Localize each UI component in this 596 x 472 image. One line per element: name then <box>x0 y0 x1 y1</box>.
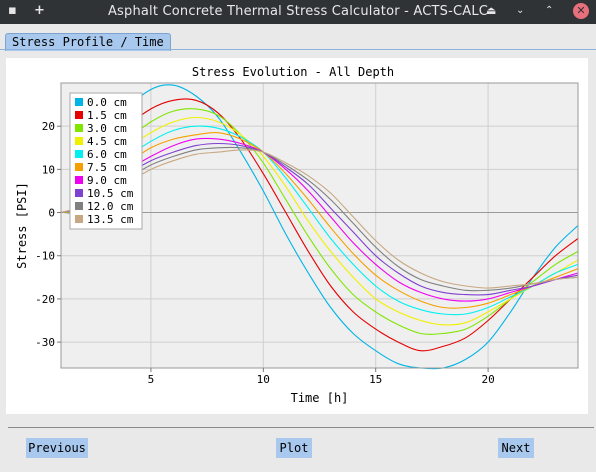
y-tick-label: -10 <box>35 250 55 263</box>
legend-label: 0.0 cm <box>87 96 127 109</box>
title-bar: ▪ + Asphalt Concrete Thermal Stress Calc… <box>0 0 596 24</box>
tab-underline <box>0 49 596 50</box>
legend-label: 10.5 cm <box>87 187 134 200</box>
series-line <box>60 146 579 292</box>
close-icon[interactable]: ✕ <box>573 3 589 19</box>
legend-label: 7.5 cm <box>87 161 127 174</box>
plot-area <box>61 83 578 368</box>
series-line <box>60 116 579 326</box>
legend-label: 3.0 cm <box>87 122 127 135</box>
y-tick-label: -30 <box>35 336 55 349</box>
previous-button[interactable]: Previous <box>26 438 88 458</box>
x-tick-label: 5 <box>148 373 155 386</box>
series-line <box>60 125 579 316</box>
chart-panel: Stress Evolution - All Depth 5 10 15 20 -30 -… <box>6 58 588 414</box>
axis-ticks: 5 10 15 20 -30 -20 -10 0 10 20 <box>35 120 495 386</box>
plot-border <box>60 82 579 369</box>
legend-swatch <box>75 150 83 158</box>
keep-above-icon[interactable]: ⏏ <box>486 4 497 17</box>
tab-bar: Stress Profile / Time <box>0 24 596 51</box>
new-window-icon[interactable]: + <box>34 3 45 18</box>
y-tick-label: 0 <box>48 207 55 220</box>
minimize-icon[interactable]: ⌄ <box>516 5 525 16</box>
bottom-separator <box>8 427 594 428</box>
series-line <box>60 142 579 296</box>
legend-swatch <box>75 202 83 210</box>
legend-label: 4.5 cm <box>87 135 127 148</box>
window-title: Asphalt Concrete Thermal Stress Calculat… <box>107 4 489 19</box>
legend-swatch <box>75 176 83 184</box>
window-menu-icon[interactable]: ▪ <box>8 3 17 18</box>
series-line <box>60 98 579 352</box>
next-button[interactable]: Next <box>498 438 534 458</box>
series-line <box>60 108 579 335</box>
y-tick-label: -20 <box>35 293 55 306</box>
legend-swatch <box>75 98 83 106</box>
legend-label: 12.0 cm <box>87 200 134 213</box>
x-tick-label: 20 <box>481 373 494 386</box>
legend-label: 1.5 cm <box>87 109 127 122</box>
y-axis-label: Stress [PSI] <box>15 182 29 269</box>
legend-label: 13.5 cm <box>87 213 134 226</box>
legend-swatch <box>75 111 83 119</box>
legend-label: 6.0 cm <box>87 148 127 161</box>
legend-swatch <box>75 124 83 132</box>
series-lines <box>60 84 579 370</box>
series-line <box>60 137 579 302</box>
tab-stress-profile-time[interactable]: Stress Profile / Time <box>5 33 171 51</box>
plot-button[interactable]: Plot <box>276 438 312 458</box>
series-line <box>60 84 579 370</box>
series-line <box>60 131 579 309</box>
legend-swatch <box>75 215 83 223</box>
stress-evolution-chart: Stress Evolution - All Depth 5 10 15 20 -30 -… <box>15 65 579 405</box>
gridlines <box>61 83 578 368</box>
legend: 0.0 cm1.5 cm3.0 cm4.5 cm6.0 cm7.5 cm9.0 … <box>69 92 143 230</box>
x-tick-label: 10 <box>257 373 270 386</box>
legend-label: 9.0 cm <box>87 174 127 187</box>
maximize-icon[interactable]: ⌃ <box>545 5 554 16</box>
chart-title: Stress Evolution - All Depth <box>192 65 394 79</box>
legend-swatch <box>75 137 83 145</box>
legend-swatch <box>75 163 83 171</box>
x-tick-label: 15 <box>369 373 382 386</box>
y-tick-label: 10 <box>42 163 55 176</box>
y-tick-label: 20 <box>42 120 55 133</box>
legend-swatch <box>75 189 83 197</box>
x-axis-label: Time [h] <box>291 391 349 405</box>
series-line <box>60 149 579 289</box>
